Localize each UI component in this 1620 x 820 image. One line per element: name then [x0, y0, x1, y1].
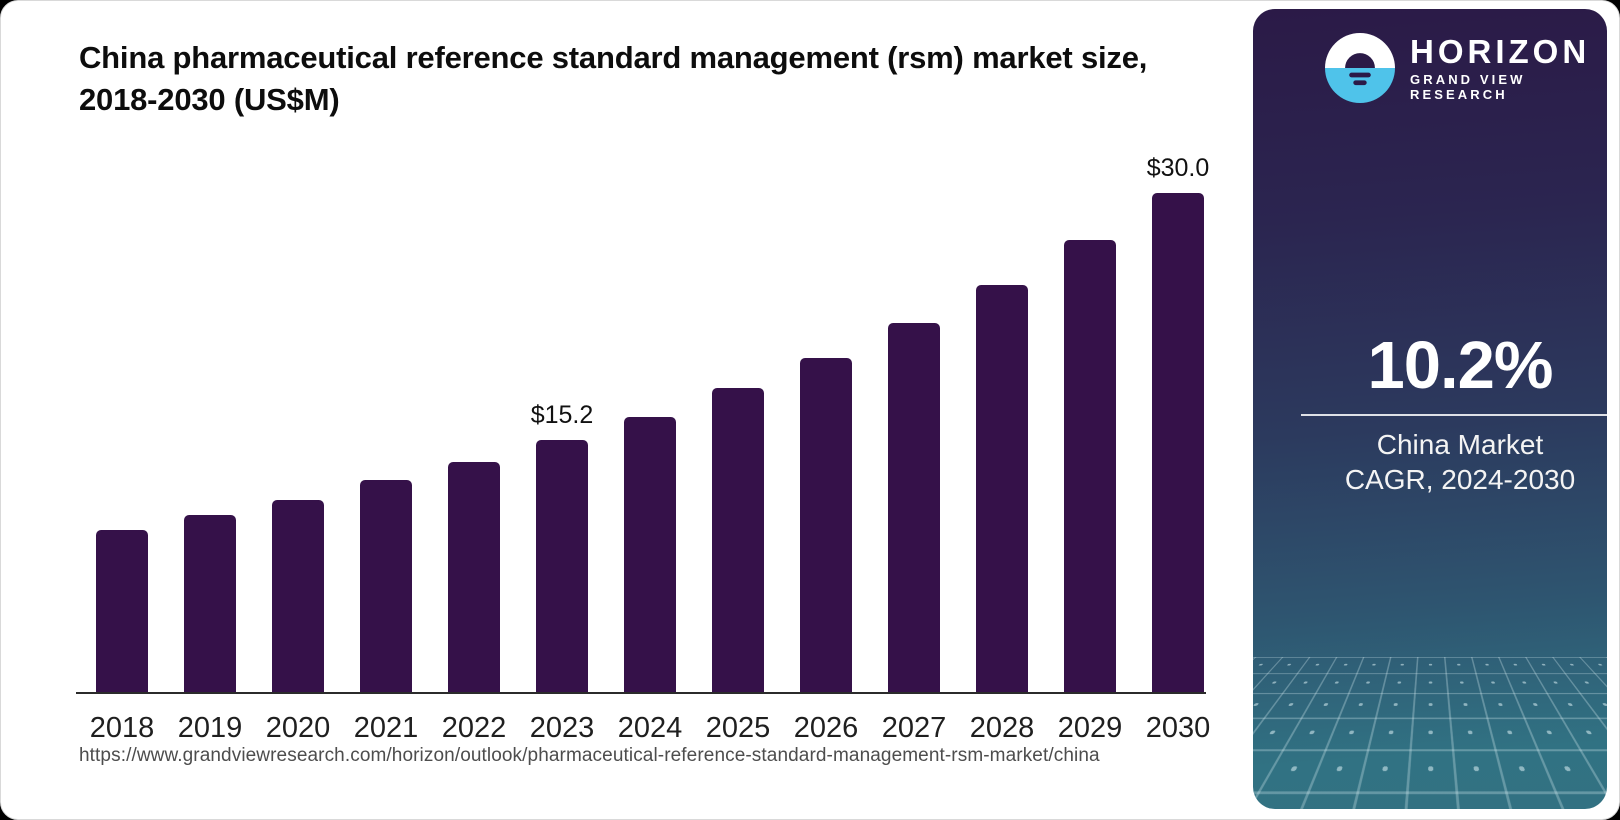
brand-text: HORIZON GRAND VIEW RESEARCH: [1410, 32, 1607, 102]
x-axis-label-2023: 2023: [529, 712, 595, 744]
brand-sidebar: HORIZON GRAND VIEW RESEARCH 10.2% China …: [1253, 9, 1607, 809]
x-axis-label-2021: 2021: [353, 712, 419, 744]
x-axis-label-2022: 2022: [441, 712, 507, 744]
bar-2026: [800, 358, 852, 694]
x-axis-label-2020: 2020: [265, 712, 331, 744]
x-axis-label-2018: 2018: [89, 712, 155, 744]
x-axis-label-2019: 2019: [177, 712, 243, 744]
x-axis-label-2030: 2030: [1145, 712, 1211, 744]
x-axis-label-2025: 2025: [705, 712, 771, 744]
bar-group-2029: 2029: [1058, 141, 1122, 744]
x-axis-label-2028: 2028: [969, 712, 1035, 744]
bar-group-2024: 2024: [618, 141, 682, 744]
chart-title: China pharmaceutical reference standard …: [79, 40, 1148, 118]
bar-2021: [360, 480, 412, 694]
bar-group-2025: 2025: [706, 141, 770, 744]
horizon-sun-logo-icon: [1325, 33, 1395, 103]
x-axis-label-2026: 2026: [793, 712, 859, 744]
bar-2030: [1152, 193, 1204, 694]
bar-group-2020: 2020: [266, 141, 330, 744]
cagr-value: 10.2%: [1367, 328, 1554, 403]
bar-2024: [624, 417, 676, 694]
wireframe-mesh-decoration: [1253, 657, 1607, 809]
bar-group-2022: 2022: [442, 141, 506, 744]
bar-2023: [536, 440, 588, 694]
bar-value-label-2030: $30.0: [1146, 154, 1210, 182]
bar-group-2027: 2027: [882, 141, 946, 744]
brand-name: HORIZON: [1410, 32, 1591, 70]
stat-caption-line1: China Market: [1376, 429, 1544, 460]
bar-group-2023: $15.2 2023: [530, 141, 595, 744]
bar-value-label-2023: $15.2: [530, 401, 594, 429]
bar-group-2026: 2026: [794, 141, 858, 744]
bar-2022: [448, 462, 500, 694]
stat-caption-line2: CAGR, 2024-2030: [1344, 464, 1576, 495]
x-axis-label-2029: 2029: [1057, 712, 1123, 744]
bar-2028: [976, 285, 1028, 694]
brand-lockup: HORIZON GRAND VIEW RESEARCH: [1325, 33, 1607, 103]
bar-group-2030: $30.0 2030: [1146, 141, 1211, 744]
plot-area: 2018 2019 2020 2021 2022 $15.2 2023 2024 2025 202…: [90, 141, 1211, 744]
stat-divider: [1301, 414, 1607, 416]
bar-2027: [888, 323, 940, 694]
bar-2019: [184, 515, 236, 694]
bar-group-2019: 2019: [178, 141, 242, 744]
bar-group-2018: 2018: [90, 141, 154, 744]
bar-2020: [272, 500, 324, 694]
bar-2025: [712, 388, 764, 694]
bar-2018: [96, 530, 148, 694]
x-axis-label-2024: 2024: [617, 712, 683, 744]
source-url: https://www.grandviewresearch.com/horizo…: [79, 745, 1100, 766]
x-axis-label-2027: 2027: [881, 712, 947, 744]
brand-subtitle: GRAND VIEW RESEARCH: [1410, 71, 1526, 102]
bar-group-2028: 2028: [970, 141, 1034, 744]
bar-group-2021: 2021: [354, 141, 418, 744]
bar-2029: [1064, 240, 1116, 694]
x-axis-line: [76, 692, 1206, 694]
